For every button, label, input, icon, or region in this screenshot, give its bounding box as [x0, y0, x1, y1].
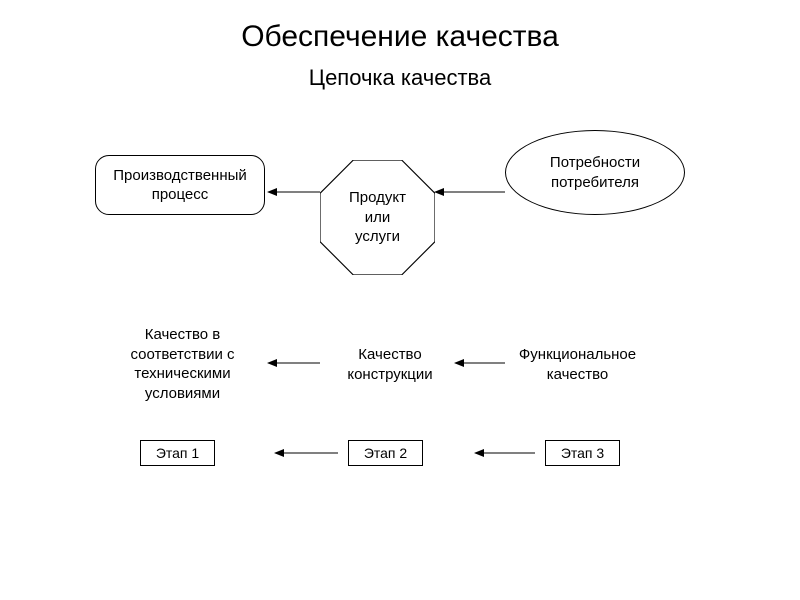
label-quality-spec: Качество в соответствии с техническими у… [110, 325, 255, 403]
label-quality-spec-l4: условиями [110, 384, 255, 404]
stage-3-label: Этап 3 [561, 445, 604, 461]
node-consumer-line1: Потребности [550, 153, 640, 173]
node-consumer-line2: потребителя [550, 173, 640, 193]
stage-2-label: Этап 2 [364, 445, 407, 461]
node-process: Производственный процесс [95, 155, 265, 215]
node-process-line2: процесс [113, 185, 247, 205]
stage-3: Этап 3 [545, 440, 620, 466]
label-quality-func: Функциональное качество [500, 345, 655, 384]
stage-1-label: Этап 1 [156, 445, 199, 461]
label-quality-spec-l1: Качество в [110, 325, 255, 345]
node-consumer: Потребности потребителя [505, 130, 685, 215]
node-product-line3: услуги [349, 227, 406, 247]
stage-2: Этап 2 [348, 440, 423, 466]
stage-1: Этап 1 [140, 440, 215, 466]
label-quality-spec-l3: техническими [110, 364, 255, 384]
label-quality-func-l2: качество [500, 365, 655, 385]
label-quality-design-l2: конструкции [330, 365, 450, 385]
label-quality-design-l1: Качество [330, 345, 450, 365]
label-quality-spec-l2: соответствии с [110, 345, 255, 365]
page-subtitle: Цепочка качества [0, 65, 800, 91]
node-process-line1: Производственный [113, 166, 247, 186]
node-product-line2: или [349, 208, 406, 228]
page-title: Обеспечение качества [0, 20, 800, 54]
node-product: Продукт или услуги [320, 160, 435, 275]
node-product-line1: Продукт [349, 188, 406, 208]
label-quality-func-l1: Функциональное [500, 345, 655, 365]
label-quality-design: Качество конструкции [330, 345, 450, 384]
